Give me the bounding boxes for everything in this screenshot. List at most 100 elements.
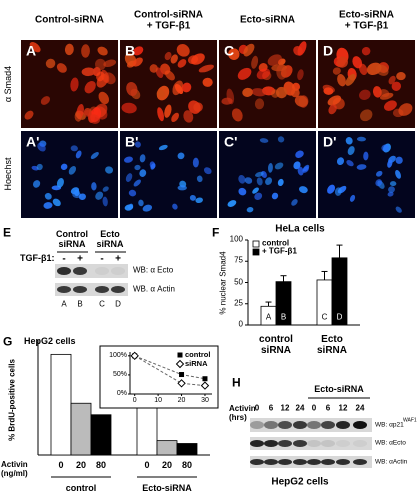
- cell: [97, 46, 108, 56]
- cell: [254, 192, 263, 201]
- cell: [290, 88, 300, 98]
- blot-band: [73, 286, 87, 293]
- cell: [177, 59, 187, 68]
- cell: [91, 182, 97, 191]
- lane-label: 12: [280, 403, 290, 413]
- column-header: + TGF-β1: [344, 20, 389, 31]
- x-axis-label: Activin (ng/ml): [1, 460, 28, 478]
- cell: [84, 81, 96, 94]
- bar: [136, 402, 158, 456]
- blot-band: [278, 459, 292, 465]
- cell: [195, 197, 203, 204]
- blot-band: [336, 459, 350, 465]
- cell: [267, 54, 282, 66]
- blot-band: [250, 421, 264, 429]
- cell: [322, 84, 335, 93]
- bar: [156, 440, 178, 456]
- cell: [134, 141, 141, 148]
- micrograph: [21, 131, 118, 218]
- treatment-label: TGF-β1:: [20, 253, 55, 264]
- cell: [359, 63, 368, 76]
- chart-title: HeLa cells: [275, 223, 325, 235]
- cell: [349, 194, 356, 202]
- lane-label: 6: [325, 403, 331, 413]
- cell: [334, 187, 342, 196]
- blot-label: WB: αp21: [375, 421, 404, 429]
- cell: [381, 144, 390, 152]
- cell: [231, 108, 243, 122]
- cell: [60, 163, 68, 171]
- cell: [388, 186, 395, 193]
- blot-label: WB: α Ecto: [133, 265, 174, 275]
- cell: [395, 206, 402, 213]
- blot-band: [278, 440, 292, 447]
- cell: [78, 193, 86, 200]
- x-tick-label: 30: [201, 397, 209, 405]
- blot-label: WB: αActin: [375, 458, 408, 466]
- cell: [372, 86, 382, 98]
- cell: [395, 169, 401, 179]
- cell: [388, 75, 396, 85]
- blot-band: [321, 421, 335, 429]
- lane-label: 12: [338, 403, 348, 413]
- cell: [221, 97, 233, 105]
- cell: [172, 203, 178, 210]
- cell: [256, 177, 263, 186]
- chart-title: HepG2 cells: [24, 336, 76, 347]
- blot-band: [336, 421, 350, 429]
- cell: [274, 162, 284, 170]
- blot-band: [73, 267, 87, 275]
- cell: [105, 166, 114, 174]
- lane-label: B: [77, 299, 83, 309]
- cell: [345, 137, 353, 145]
- cell: [271, 192, 279, 200]
- cell: [142, 204, 153, 212]
- cell: [156, 89, 165, 98]
- blot: [55, 283, 128, 296]
- cell: [265, 177, 273, 186]
- inset-frame: [99, 345, 219, 409]
- treatment-sign: -: [62, 253, 66, 265]
- cell: [252, 187, 259, 194]
- cell: [164, 70, 175, 81]
- cell: [36, 163, 43, 171]
- blot-band: [293, 440, 307, 447]
- cell: [202, 77, 213, 87]
- cell: [271, 89, 280, 98]
- bar-label: C: [321, 312, 328, 322]
- cell: [68, 166, 77, 175]
- legend-label: control: [262, 238, 290, 248]
- cell: [177, 152, 185, 160]
- blot-band: [111, 267, 125, 275]
- category-label: Ecto siRNA: [316, 334, 347, 356]
- blot-band: [264, 421, 278, 429]
- cell: [198, 64, 214, 73]
- image-letter: B: [125, 42, 136, 59]
- y-tick-label: 0: [238, 319, 243, 329]
- legend-marker: [175, 359, 185, 369]
- cell: [358, 89, 371, 100]
- cell: [359, 109, 373, 122]
- cell: [238, 187, 247, 196]
- data-point: [179, 372, 185, 378]
- cell: [347, 146, 355, 156]
- blot-label: WB: αEcto: [375, 439, 406, 447]
- cell: [327, 184, 336, 194]
- category-label: control: [65, 483, 97, 494]
- cell: [228, 48, 240, 60]
- cell: [337, 74, 346, 87]
- blot-band: [353, 440, 367, 447]
- bar: [176, 443, 198, 456]
- image-letter: A': [26, 133, 40, 150]
- y-tick-label: 0%: [116, 390, 127, 398]
- cell: [196, 175, 203, 183]
- cell: [192, 157, 199, 168]
- data-point: [130, 351, 139, 361]
- cell: [189, 194, 196, 201]
- cell: [176, 44, 190, 57]
- bar: [50, 353, 72, 456]
- category-label: Ecto-siRNA: [142, 483, 192, 494]
- blot-band: [307, 440, 321, 447]
- cell: [294, 95, 308, 107]
- cell: [181, 82, 192, 93]
